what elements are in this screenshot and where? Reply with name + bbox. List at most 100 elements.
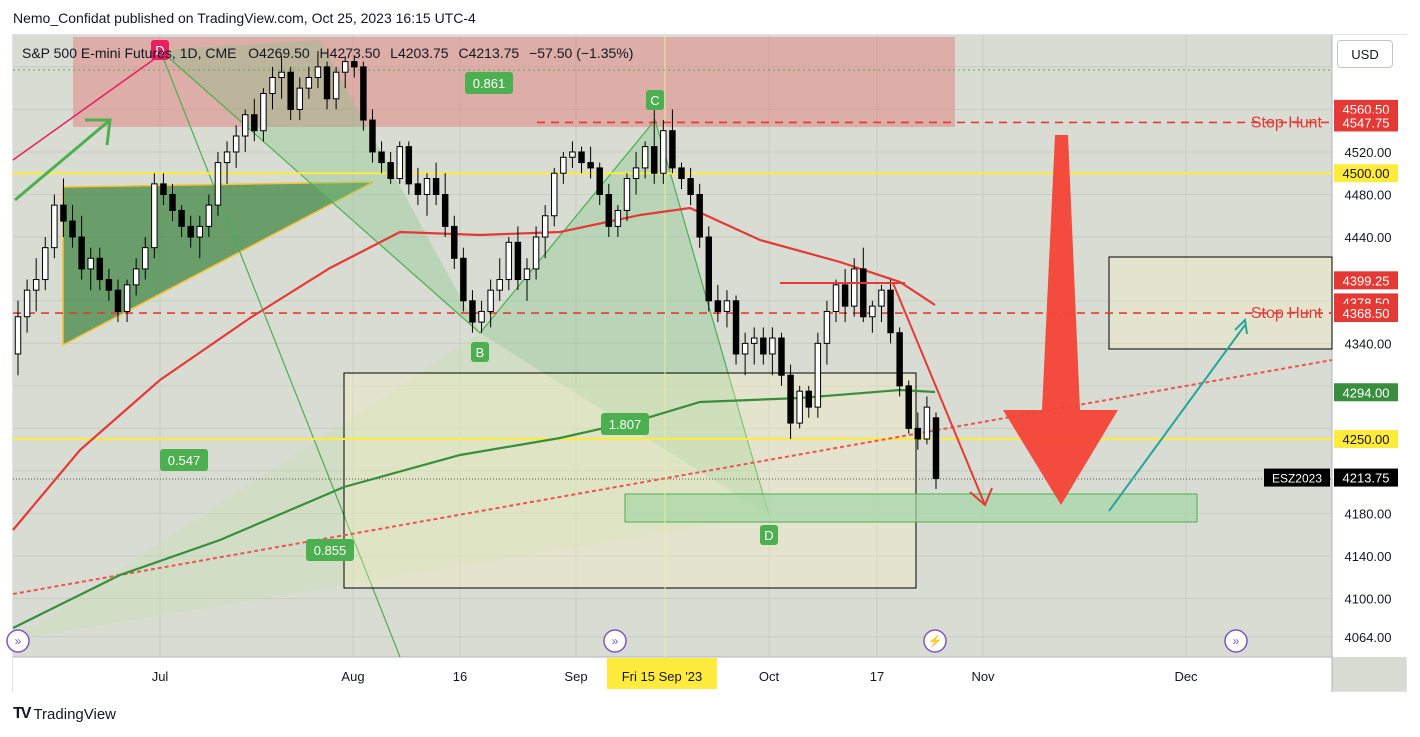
ema-line [12, 206, 936, 531]
candle-body [605, 193, 613, 227]
price-tag [1334, 468, 1398, 487]
candle-body [623, 178, 631, 211]
candle-body [205, 204, 213, 227]
time-tick-label: Aug [341, 669, 364, 684]
candle-body [769, 337, 776, 355]
candle-body [805, 390, 812, 408]
candle-body [14, 316, 22, 355]
candle-body [160, 183, 167, 195]
candle-body [760, 337, 767, 355]
event-icon-glyph: ⚡ [928, 634, 943, 648]
candle-body [614, 209, 622, 227]
price-tick-label: 4140.00 [1345, 549, 1392, 564]
candle-body [532, 236, 540, 270]
ratio-label: 0.547 [168, 453, 201, 468]
price-axis-panel [1332, 35, 1407, 657]
price-tag-label: 4547.75 [1343, 115, 1390, 130]
harmonic-leg-2 [480, 120, 769, 515]
ratio-badge [601, 413, 649, 435]
tradingview-logo[interactable]: TV TradingView [13, 705, 116, 723]
green-arrow [14, 118, 111, 202]
projection-arrow-head [969, 487, 993, 507]
harmonic-leg-1 [160, 40, 480, 333]
candle-body [69, 220, 76, 238]
stop-hunt-label: Stop Hunt [1251, 114, 1323, 131]
time-tick-label: Dec [1174, 669, 1198, 684]
candle-body [496, 279, 503, 291]
candle-body [587, 162, 594, 169]
candle-body [451, 225, 458, 259]
candle-body [223, 151, 231, 164]
projection-arrow-red [892, 282, 986, 506]
pattern-point-label: C [650, 93, 659, 108]
time-tick-label: Oct [759, 669, 780, 684]
candle-body [841, 284, 849, 307]
target-arrow [1108, 324, 1246, 512]
harmonic-leg-3 [13, 333, 769, 640]
price-tag-label: 4560.50 [1343, 102, 1390, 117]
candle-body [42, 247, 49, 281]
sma-line [12, 388, 936, 629]
pattern-point-badge [760, 525, 778, 545]
candle-body [505, 241, 513, 281]
candle-body [296, 87, 303, 110]
candle-body [32, 279, 40, 291]
crosshair-date-label: Fri 15 Sep '23 [622, 669, 703, 684]
price-tag-label: 4399.25 [1343, 273, 1390, 288]
price-tick-label: 4480.00 [1345, 187, 1392, 202]
candle-body [741, 342, 749, 355]
candle-body [242, 114, 249, 137]
price-tag [1334, 383, 1398, 402]
candle-body [351, 61, 358, 68]
candle-body [678, 167, 685, 180]
candle-body [596, 167, 603, 195]
dividend-event-icon [6, 629, 30, 653]
candle-body [114, 289, 122, 312]
price-tick-label: 4440.00 [1345, 230, 1392, 245]
pattern-line-red [12, 54, 161, 161]
candle-body [660, 130, 667, 174]
candle-body [142, 247, 149, 270]
candle-body [823, 310, 831, 344]
pattern-point-badge [151, 40, 169, 60]
green-arrow-head [85, 118, 112, 146]
target-box [1108, 256, 1333, 350]
currency-button[interactable]: USD [1337, 40, 1393, 68]
candle-body [887, 289, 894, 334]
crosshair-date-tag [607, 658, 717, 689]
candle-body [714, 300, 722, 312]
high-value: 4273.50 [329, 45, 381, 61]
candle-body [214, 162, 222, 206]
ratio-badge [306, 539, 354, 561]
candle-body [705, 236, 712, 302]
candle-body [314, 66, 322, 79]
ratio-label: 0.861 [473, 76, 506, 91]
time-tick-label: Jul [152, 669, 169, 684]
low-value: 4203.75 [397, 45, 449, 61]
candle-body [632, 167, 640, 180]
stop-hunt-label: Stop Hunt [1251, 305, 1323, 322]
event-icon-glyph: » [612, 634, 619, 648]
candle-body [269, 77, 276, 94]
candle-body [896, 332, 903, 387]
target-arrow-head [1234, 317, 1248, 335]
candle-body [414, 183, 422, 195]
ratio-label: 0.855 [314, 543, 347, 558]
trend-line [12, 359, 1333, 595]
candle-body [560, 156, 567, 174]
candle-body [323, 66, 331, 100]
candle-body [441, 193, 449, 227]
open-value: 4269.50 [259, 45, 310, 61]
candle-body [423, 178, 431, 195]
pattern-point-badge [471, 342, 489, 362]
candle-body [387, 162, 394, 180]
harmonic-projection [159, 49, 401, 658]
candle-body [169, 193, 176, 211]
time-tick-label: Nov [971, 669, 995, 684]
candle-body [814, 342, 822, 408]
candle-body [341, 61, 349, 73]
candle-body [478, 310, 485, 323]
candle-body [850, 268, 858, 307]
candle-body [151, 183, 158, 249]
